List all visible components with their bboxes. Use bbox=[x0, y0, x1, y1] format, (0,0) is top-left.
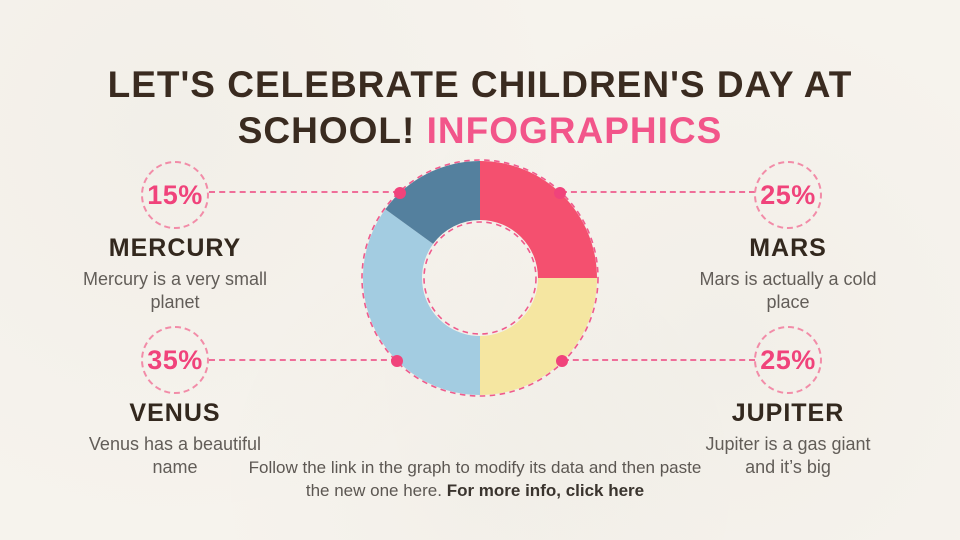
donut-segment-mercury bbox=[385, 161, 480, 244]
percent-badge-jupiter: 25% bbox=[754, 326, 822, 394]
percent-value: 15% bbox=[147, 179, 203, 210]
planet-card-jupiter: 25% JUPITER Jupiter is a gas giant and i… bbox=[688, 326, 888, 479]
percent-badge-venus: 35% bbox=[141, 326, 209, 394]
footer-link[interactable]: For more info, click here bbox=[446, 481, 645, 500]
percent-badge-mercury: 15% bbox=[141, 161, 209, 229]
planet-desc-venus: Venus has a beautiful name bbox=[88, 434, 262, 477]
anchor-dot-jupiter bbox=[556, 355, 568, 367]
title-line-2: SCHOOL! INFOGRAPHICS bbox=[0, 108, 960, 154]
donut-inner-dashed-ring bbox=[423, 221, 537, 335]
planet-name-mercury: MERCURY bbox=[108, 234, 242, 262]
footer-text: Follow the link in the graph to modify i… bbox=[248, 458, 702, 500]
donut-segment-venus bbox=[363, 209, 480, 395]
planet-card-mars: 25% MARS Mars is actually a cold place bbox=[688, 161, 888, 314]
page-title: LET'S CELEBRATE CHILDREN'S DAY AT SCHOOL… bbox=[0, 62, 960, 154]
planet-desc-jupiter: Jupiter is a gas giant and it’s big bbox=[705, 434, 871, 477]
planet-name-jupiter: JUPITER bbox=[731, 399, 845, 427]
donut-chart-svg bbox=[361, 159, 599, 397]
connector-line-mars bbox=[561, 191, 755, 193]
percent-badge-mars: 25% bbox=[754, 161, 822, 229]
title-line-1: LET'S CELEBRATE CHILDREN'S DAY AT bbox=[107, 64, 853, 105]
planet-name-mars: MARS bbox=[749, 234, 827, 262]
anchor-dot-mars bbox=[554, 187, 566, 199]
donut-outer-dashed-ring bbox=[361, 159, 599, 397]
planet-desc-mercury: Mercury is a very small planet bbox=[82, 269, 268, 312]
connector-line-venus bbox=[209, 359, 397, 361]
percent-value: 25% bbox=[760, 179, 816, 210]
title-line2-dark: SCHOOL! bbox=[237, 110, 416, 151]
title-line2-accent: INFOGRAPHICS bbox=[426, 110, 723, 151]
connector-line-mercury bbox=[209, 191, 399, 193]
planet-card-mercury: 15% MERCURY Mercury is a very small plan… bbox=[75, 161, 275, 314]
donut-segment-jupiter bbox=[480, 278, 597, 395]
footer-note: Follow the link in the graph to modify i… bbox=[240, 456, 710, 502]
planet-card-venus: 35% VENUS Venus has a beautiful name bbox=[75, 326, 275, 479]
percent-value: 25% bbox=[760, 344, 816, 375]
anchor-dot-mercury bbox=[394, 187, 406, 199]
anchor-dot-venus bbox=[391, 355, 403, 367]
connector-line-jupiter bbox=[563, 359, 755, 361]
donut-chart[interactable] bbox=[350, 148, 610, 408]
percent-value: 35% bbox=[147, 344, 203, 375]
planet-name-venus: VENUS bbox=[129, 399, 221, 427]
planet-desc-mars: Mars is actually a cold place bbox=[699, 269, 877, 312]
donut-segment-mars bbox=[480, 161, 597, 278]
